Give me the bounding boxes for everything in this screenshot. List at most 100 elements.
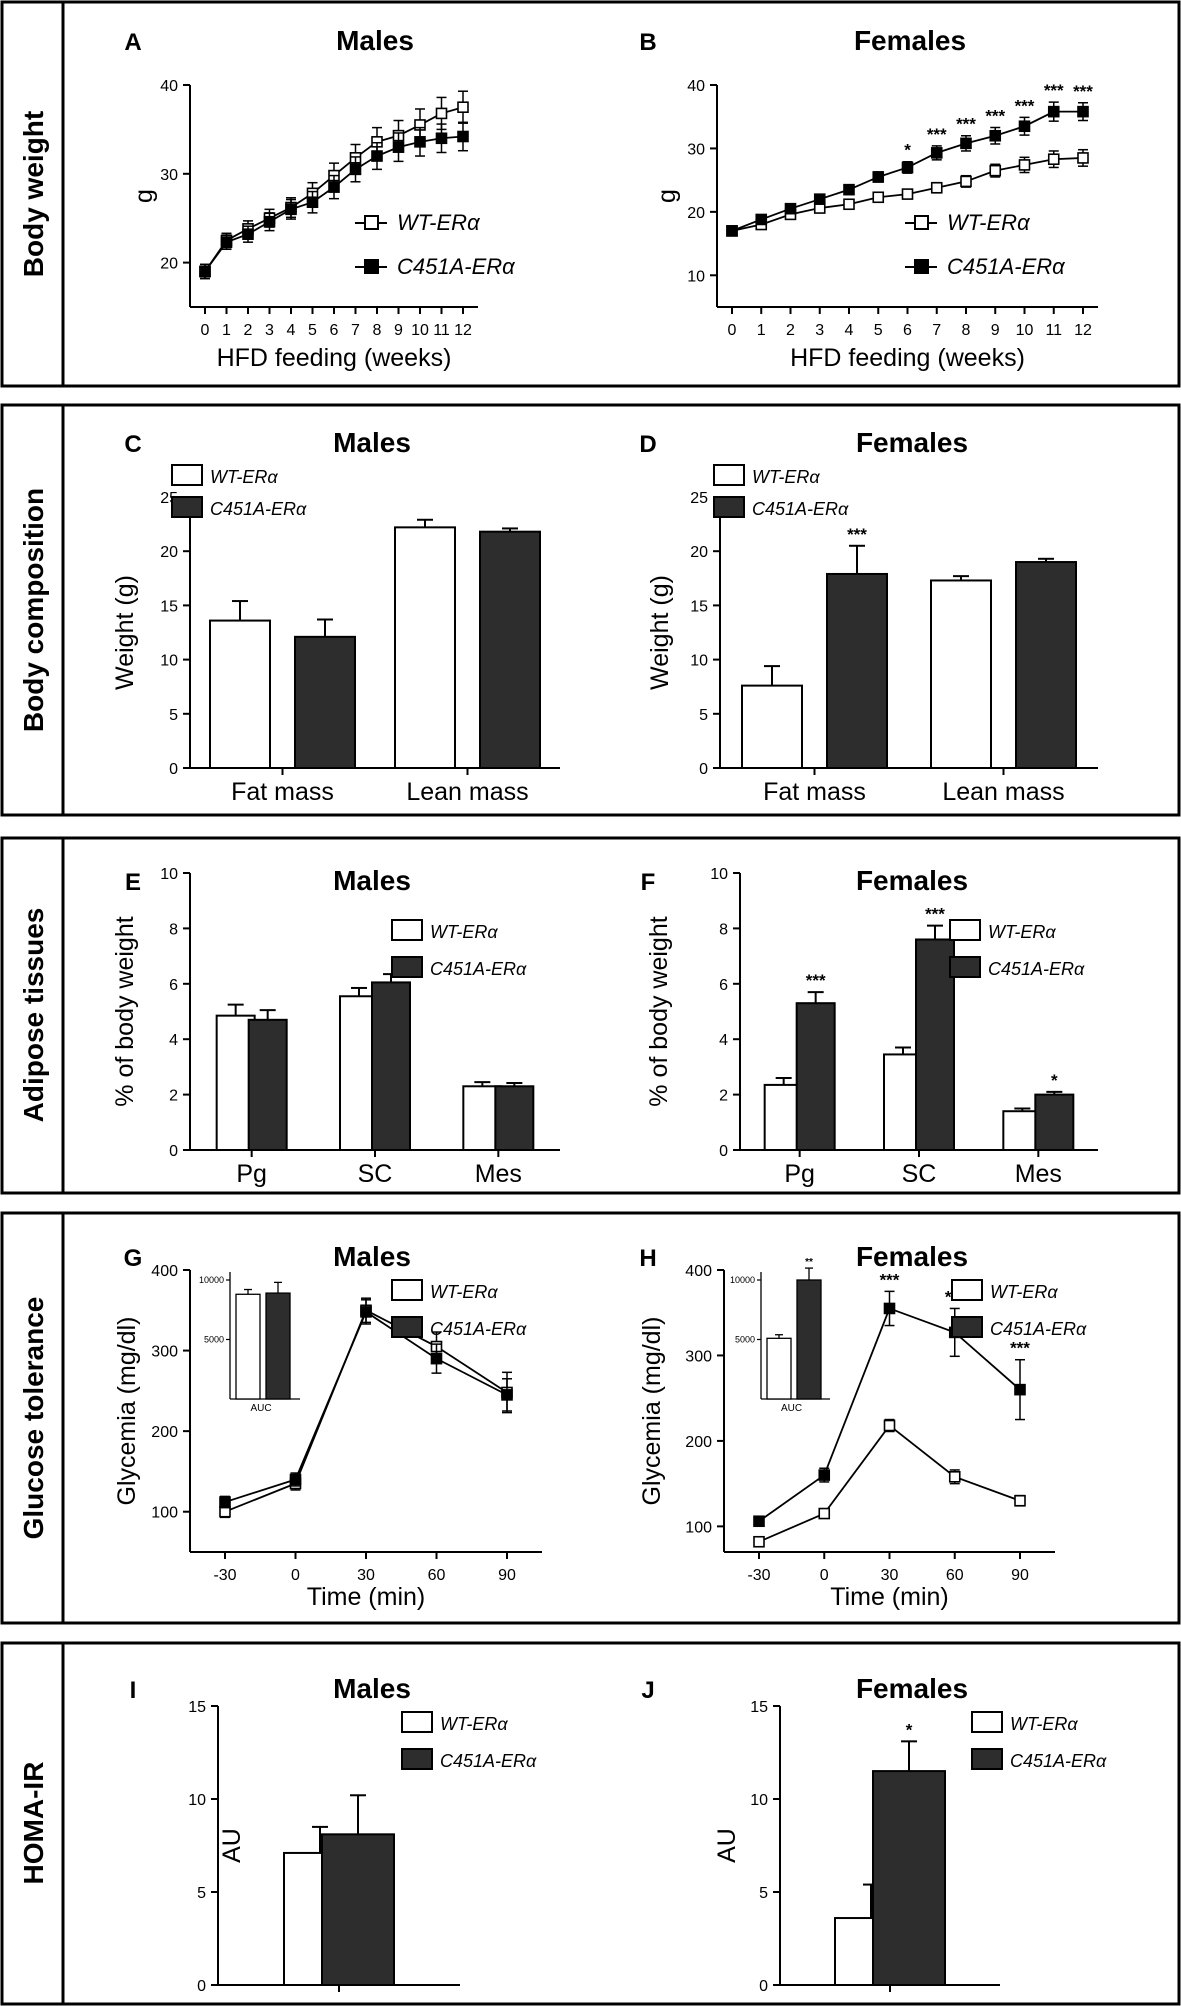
bar-wt <box>930 579 992 770</box>
row-label-adipose-tissues: Adipose tissues <box>18 908 49 1123</box>
data-point-wt <box>1018 159 1031 171</box>
panel-title: Males <box>333 427 411 458</box>
legend-label: WT-ERα <box>210 467 278 487</box>
panel-letter: I <box>130 1677 137 1704</box>
data-point-c451a <box>457 130 469 143</box>
row-label-glucose-tolerance: Glucose tolerance <box>18 1297 49 1540</box>
data-point-wt <box>818 1507 831 1520</box>
y-tick-label: 15 <box>188 1699 206 1716</box>
x-tick-label: 6 <box>903 322 912 339</box>
legend-swatch <box>949 919 981 941</box>
data-point-c451a <box>392 141 405 153</box>
data-point-wt <box>930 181 943 194</box>
y-tick-label: 40 <box>160 78 178 95</box>
bar-c451a <box>294 635 356 769</box>
x-tick-label: 30 <box>881 1567 899 1584</box>
y-axis-label: Glycemia (mg/dl) <box>638 1317 666 1506</box>
data-point-wt <box>1077 152 1089 164</box>
data-point-c451a <box>263 215 276 228</box>
panel-letter: A <box>124 29 141 56</box>
y-tick-label: 5 <box>759 1885 768 1902</box>
legend-label: WT-ERα <box>947 210 1031 235</box>
legend-label: WT-ERα <box>752 467 820 487</box>
y-tick-label: 10 <box>160 866 178 883</box>
inset-bar-wt <box>235 1293 261 1400</box>
significance-mark: *** <box>925 905 945 924</box>
legend-swatch <box>171 496 203 518</box>
bar-c451a <box>494 1085 535 1152</box>
x-tick-label: 2 <box>786 322 795 339</box>
panel-letter: G <box>124 1245 143 1272</box>
data-point-c451a <box>285 203 297 216</box>
legend-swatch <box>391 1279 423 1301</box>
y-tick-label: 0 <box>759 1978 768 1995</box>
data-point-c451a <box>349 163 362 176</box>
x-tick-label: 9 <box>991 322 1000 339</box>
y-tick-label: 10 <box>710 866 728 883</box>
x-tick-label: 1 <box>222 322 231 339</box>
category-label: Fat mass <box>231 778 334 806</box>
category-label: Lean mass <box>942 778 1064 806</box>
x-tick-label: 60 <box>428 1567 446 1584</box>
data-point-c451a <box>818 1469 831 1481</box>
x-axis-label: Time (min) <box>830 1583 949 1611</box>
legend-label: C451A-ERα <box>430 1319 527 1339</box>
panel-title: Females <box>854 25 966 56</box>
y-tick-label: 8 <box>169 921 178 938</box>
significance-mark: *** <box>806 971 826 990</box>
legend-label: C451A-ERα <box>990 1319 1087 1339</box>
significance-mark: *** <box>1015 96 1035 115</box>
inset-y-tick-label: 5000 <box>204 1335 224 1345</box>
data-point-c451a <box>199 265 211 278</box>
legend-marker <box>364 259 379 274</box>
significance-mark: *** <box>985 106 1005 125</box>
data-point-c451a <box>989 129 1002 142</box>
bar-c451a <box>826 572 888 769</box>
significance-mark: *** <box>880 1270 900 1289</box>
y-tick-label: 10 <box>160 653 178 670</box>
panel-letter: E <box>125 869 141 896</box>
row-adipose-tissues: Adipose tissues <box>0 836 1181 1195</box>
inset-significance-mark: ** <box>805 1257 813 1268</box>
data-point-c451a <box>501 1389 513 1401</box>
inset-label: AUC <box>250 1403 271 1414</box>
legend-label: WT-ERα <box>430 922 498 942</box>
data-point-c451a <box>755 213 768 226</box>
panel-title: Females <box>856 1673 968 1704</box>
x-tick-label: 2 <box>244 322 253 339</box>
y-tick-label: 15 <box>160 598 178 615</box>
data-point-c451a <box>901 161 914 174</box>
data-point-wt <box>989 164 1002 177</box>
legend-label: C451A-ERα <box>440 1751 537 1771</box>
y-tick-label: 15 <box>690 598 708 615</box>
legend-label: WT-ERα <box>1010 1714 1078 1734</box>
significance-mark: *** <box>847 525 867 544</box>
row-label-body-weight: Body weight <box>18 111 49 277</box>
y-axis-label: % of body weight <box>645 916 673 1106</box>
panel-letter: F <box>641 869 656 896</box>
bar-wt <box>209 619 271 769</box>
x-tick-label: 10 <box>411 322 429 339</box>
y-tick-label: 0 <box>699 761 708 778</box>
legend-label: C451A-ERα <box>988 959 1085 979</box>
y-tick-label: 10 <box>690 653 708 670</box>
legend-swatch <box>951 1316 983 1338</box>
data-point-c451a <box>435 132 448 145</box>
data-point-c451a <box>430 1352 443 1365</box>
category-label: Lean mass <box>406 778 528 806</box>
data-point-c451a <box>371 150 383 162</box>
y-tick-label: 100 <box>151 1505 178 1522</box>
y-tick-label: 20 <box>687 205 705 222</box>
bar-wt <box>394 526 456 769</box>
y-tick-label: 6 <box>719 977 728 994</box>
y-axis-label: AU <box>713 1828 741 1863</box>
category-label: Fat mass <box>763 778 866 806</box>
category-label: SC <box>358 1160 393 1188</box>
bar-c451a <box>1015 561 1077 769</box>
legend-label: WT-ERα <box>440 1714 508 1734</box>
significance-mark: * <box>904 141 911 160</box>
bar-c451a <box>1034 1093 1075 1151</box>
y-axis-label: AU <box>218 1828 246 1863</box>
